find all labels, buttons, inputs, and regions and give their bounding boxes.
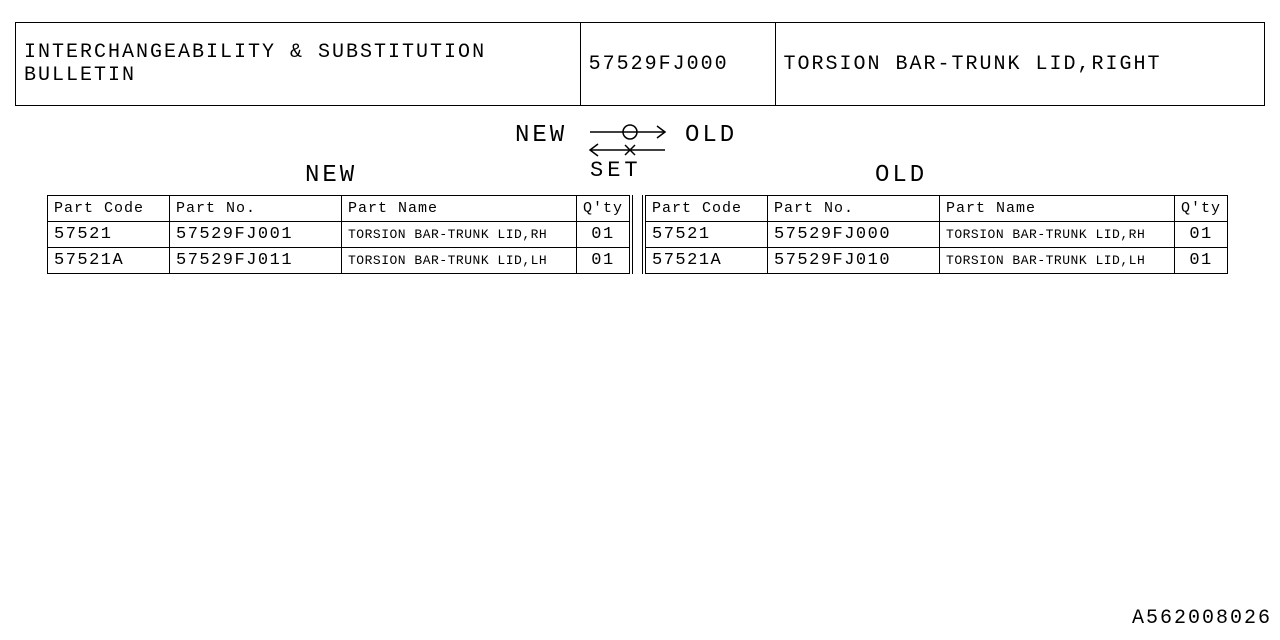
cell-no: 57529FJ001 — [170, 222, 342, 248]
header-part-name: TORSION BAR-TRUNK LID,RIGHT — [775, 23, 1265, 106]
col-part-code: Part Code — [48, 196, 170, 222]
col-qty: Q'ty — [1175, 196, 1228, 222]
cell-qty: 01 — [1175, 248, 1228, 274]
table-header-row: Part Code Part No. Part Name Q'ty — [48, 196, 630, 222]
header-title: INTERCHANGEABILITY & SUBSTITUTION BULLET… — [16, 23, 581, 106]
table-row: 57521 57529FJ001 TORSION BAR-TRUNK LID,R… — [48, 222, 630, 248]
set-label: SET — [590, 158, 642, 183]
col-part-no: Part No. — [768, 196, 940, 222]
old-heading: OLD — [875, 162, 927, 189]
cell-name: TORSION BAR-TRUNK LID,LH — [940, 248, 1175, 274]
old-label-top: OLD — [685, 122, 737, 149]
new-label-top: NEW — [515, 122, 567, 149]
cell-no: 57529FJ010 — [768, 248, 940, 274]
cell-name: TORSION BAR-TRUNK LID,LH — [342, 248, 577, 274]
cell-qty: 01 — [577, 222, 630, 248]
gap-table — [632, 195, 643, 274]
cell-code: 57521 — [48, 222, 170, 248]
cell-code: 57521A — [646, 248, 768, 274]
table-header-row: Part Code Part No. Part Name Q'ty — [646, 196, 1228, 222]
cell-name: TORSION BAR-TRUNK LID,RH — [342, 222, 577, 248]
cell-code: 57521A — [48, 248, 170, 274]
cell-no: 57529FJ011 — [170, 248, 342, 274]
cell-code: 57521 — [646, 222, 768, 248]
document-id: A562008026 — [1132, 607, 1272, 630]
parts-tables: Part Code Part No. Part Name Q'ty 57521 … — [47, 195, 1233, 274]
cell-qty: 01 — [1175, 222, 1228, 248]
table-row: 57521 57529FJ000 TORSION BAR-TRUNK LID,R… — [646, 222, 1228, 248]
old-parts-table: Part Code Part No. Part Name Q'ty 57521 … — [645, 195, 1228, 274]
table-row: 57521A 57529FJ010 TORSION BAR-TRUNK LID,… — [646, 248, 1228, 274]
col-part-code: Part Code — [646, 196, 768, 222]
table-row: 57521A 57529FJ011 TORSION BAR-TRUNK LID,… — [48, 248, 630, 274]
interchange-arrows-icon — [585, 118, 675, 163]
header-table: INTERCHANGEABILITY & SUBSTITUTION BULLET… — [15, 22, 1265, 106]
cell-name: TORSION BAR-TRUNK LID,RH — [940, 222, 1175, 248]
cell-qty: 01 — [577, 248, 630, 274]
new-heading: NEW — [305, 162, 357, 189]
cell-no: 57529FJ000 — [768, 222, 940, 248]
new-parts-table: Part Code Part No. Part Name Q'ty 57521 … — [47, 195, 630, 274]
col-part-name: Part Name — [342, 196, 577, 222]
header-part-no: 57529FJ000 — [580, 23, 775, 106]
col-part-name: Part Name — [940, 196, 1175, 222]
col-qty: Q'ty — [577, 196, 630, 222]
col-part-no: Part No. — [170, 196, 342, 222]
